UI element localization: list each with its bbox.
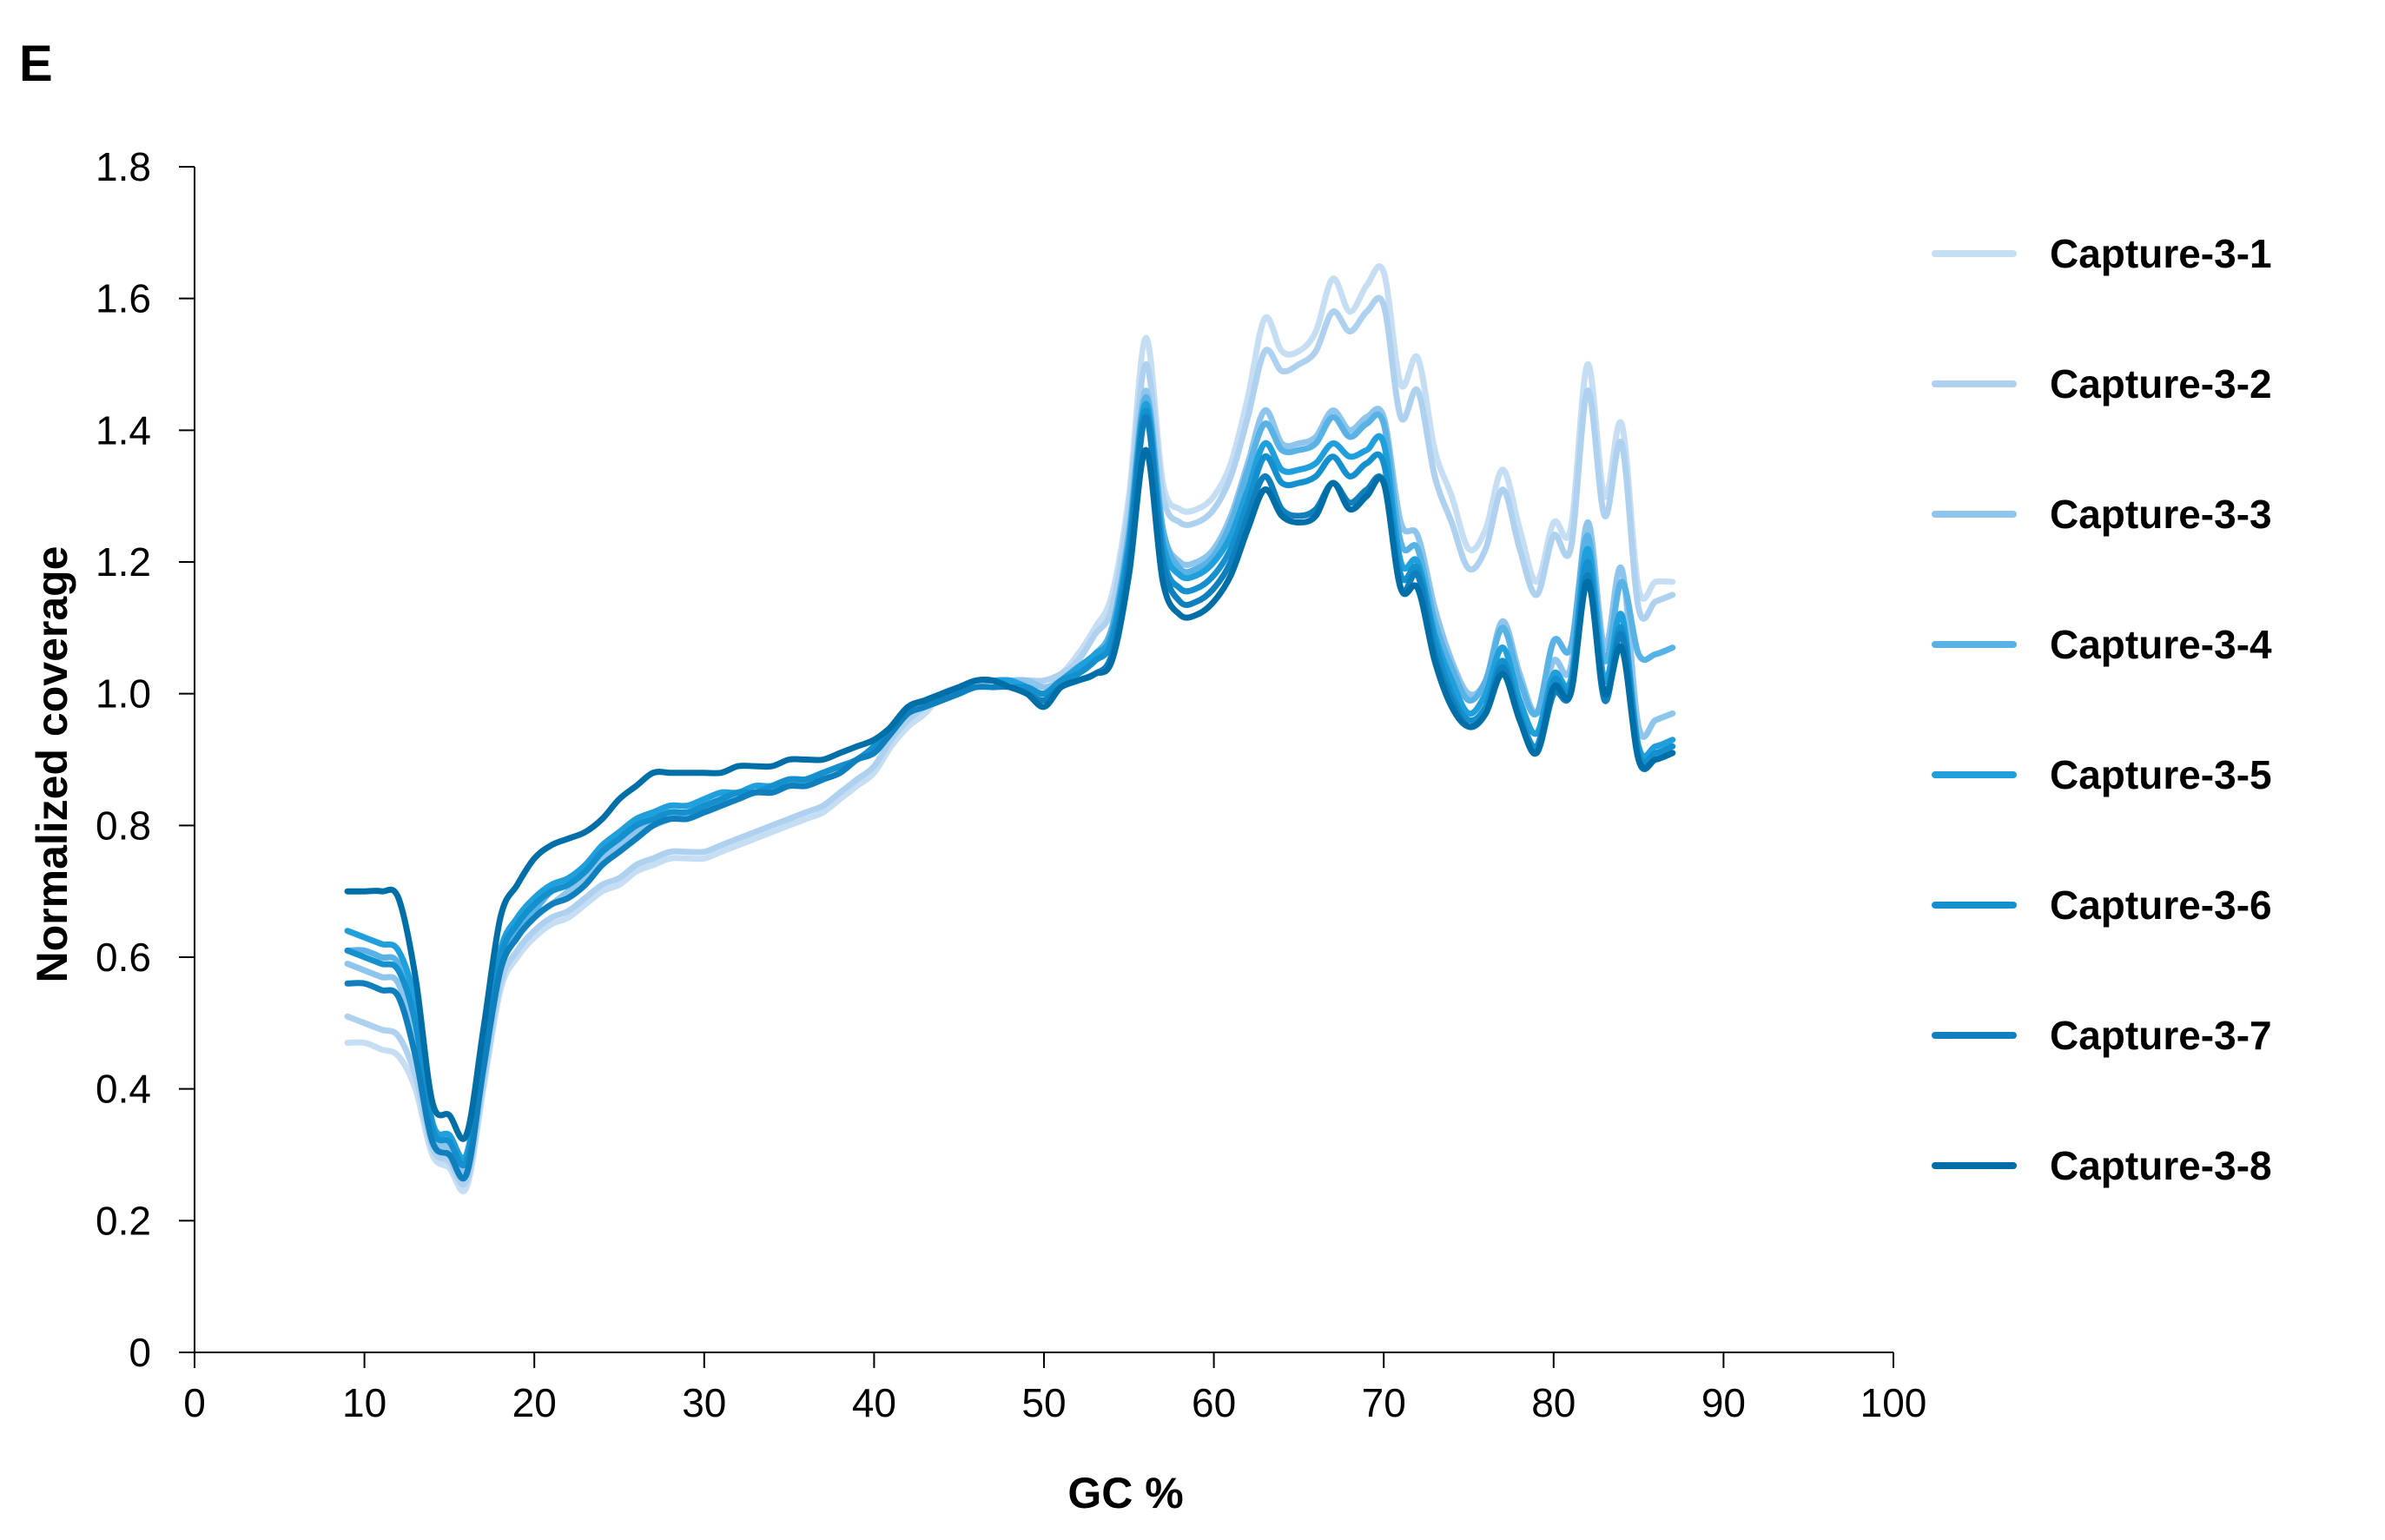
x-tick-label: 10 [342,1380,386,1425]
panel-label: E [19,36,53,92]
y-tick-label: 0.6 [96,935,151,980]
y-tick-label: 1.6 [96,276,151,321]
series-line-6 [344,407,1676,1168]
y-tick-label: 0.8 [96,803,151,848]
y-tick-label: 0.2 [96,1198,151,1243]
x-tick-label: 30 [682,1380,726,1425]
series-line-3 [344,387,1676,1174]
y-tick-label: 1.4 [96,407,151,453]
legend-label: Capture-3-2 [2050,361,2272,406]
series-line-2 [344,294,1676,1188]
x-tick-label: 20 [512,1380,557,1425]
legend-label: Capture-3-7 [2050,1013,2272,1058]
x-tick-label: 70 [1362,1380,1406,1425]
legend-label: Capture-3-4 [2050,622,2272,667]
legend: Capture-3-1 Capture-3-2 Capture-3-3 Capture… [1932,231,2272,1188]
x-tick-label: 100 [1860,1380,1927,1425]
x-axis-label: GC % [1067,1469,1184,1517]
y-tick-label: 1.2 [96,539,151,585]
axes: 0 0.2 0.4 0.6 0.8 1.0 1.2 1.4 1.6 1.8 0 10 20 30 40 50 6… [96,144,1926,1425]
series-group [344,263,1676,1194]
legend-label: Capture-3-5 [2050,752,2272,797]
x-tick-label: 40 [852,1380,896,1425]
x-tick-label: 80 [1531,1380,1576,1425]
legend-label: Capture-3-8 [2050,1143,2272,1188]
series-line-8 [344,446,1676,1142]
legend-label: Capture-3-3 [2050,492,2272,537]
y-tick-label: 0 [129,1330,151,1375]
x-tick-label: 90 [1701,1380,1746,1425]
x-tick-label: 50 [1021,1380,1066,1425]
x-tick-label: 60 [1192,1380,1236,1425]
series-line-7 [344,413,1676,1182]
y-tick-label: 0.4 [96,1067,151,1112]
series-line-5 [344,400,1676,1162]
x-tick-label: 0 [183,1380,206,1425]
legend-label: Capture-3-1 [2050,231,2272,276]
y-tick-label: 1.8 [96,144,151,189]
y-tick-label: 1.0 [96,671,151,717]
series-line-4 [344,393,1676,1168]
legend-label: Capture-3-6 [2050,882,2272,928]
